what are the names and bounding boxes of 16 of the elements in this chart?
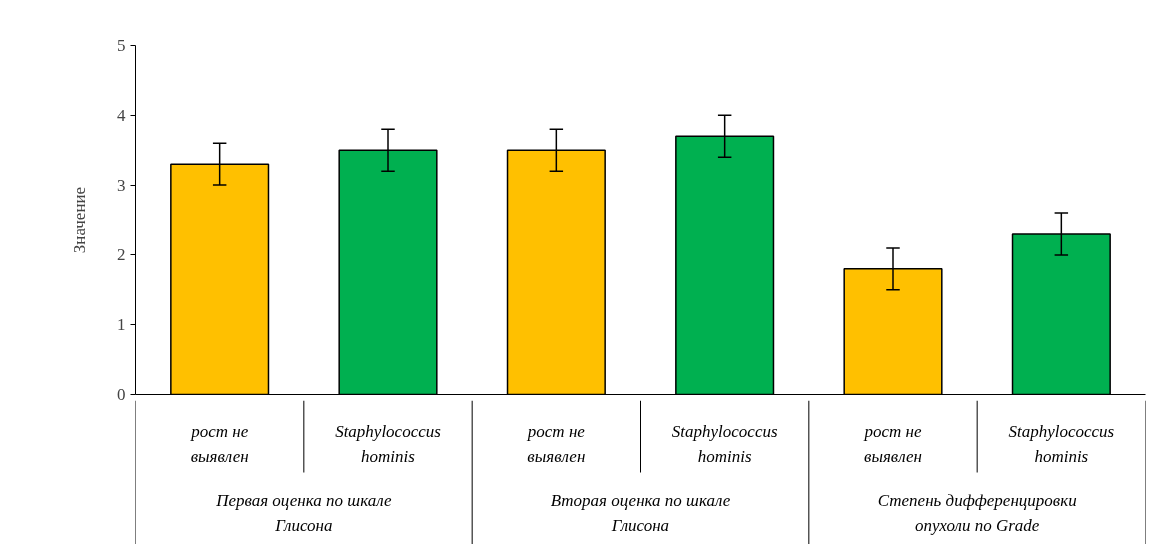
y-axis-title: Значение	[70, 186, 89, 254]
series-label: Staphylococcus hominis	[335, 421, 442, 466]
x-tick-label: Вторая оценка по шкале Глисона	[550, 490, 731, 535]
x-tick-label: Первая оценка по шкале Глисона	[215, 490, 392, 535]
series-label: рост не выявлен	[190, 421, 249, 466]
text: рост не выявлен	[864, 421, 923, 466]
text: Staphylococcus hominis	[1008, 421, 1115, 466]
text: рост не выявлен	[527, 421, 586, 466]
y-tick-label: 2	[117, 245, 126, 265]
x-tick-label: Степень дифференцировки опухоли по Grade	[877, 490, 1077, 535]
y-tick-label: 3	[117, 175, 126, 195]
y-tick-label: 5	[117, 36, 126, 55]
text: Staphylococcus hominis	[671, 421, 778, 466]
y-tick-label: 1	[117, 315, 126, 335]
y-tick-label: 4	[117, 105, 126, 125]
y-tick-label: 0	[117, 385, 126, 404]
